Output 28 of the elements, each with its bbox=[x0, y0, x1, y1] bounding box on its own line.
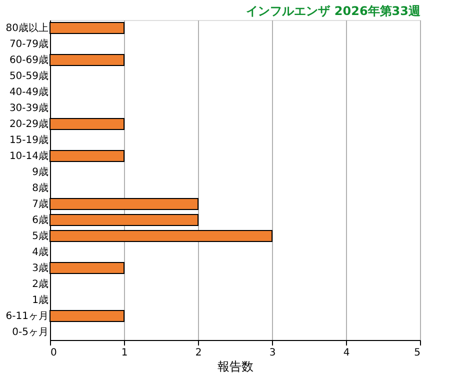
x-tick-label: 1 bbox=[121, 348, 128, 358]
x-axis-title: 報告数 bbox=[218, 360, 254, 374]
y-tick-label: 50-59歳 bbox=[9, 70, 48, 82]
y-tick-label: 6歳 bbox=[32, 214, 48, 226]
y-tick-label: 15-19歳 bbox=[9, 134, 48, 146]
y-tick-label: 70-79歳 bbox=[9, 38, 48, 50]
y-tick-label: 20-29歳 bbox=[9, 118, 48, 130]
y-tick-label: 7歳 bbox=[32, 198, 48, 210]
y-tick-label: 8歳 bbox=[32, 182, 48, 194]
y-tick-label: 60-69歳 bbox=[9, 54, 48, 66]
y-tick-label: 30-39歳 bbox=[9, 102, 48, 114]
x-tick-label: 5 bbox=[414, 348, 420, 358]
chart-title: インフルエンザ 2026年第33週 bbox=[246, 4, 422, 18]
y-tick-label: 10-14歳 bbox=[9, 150, 48, 162]
y-tick-label: 2歳 bbox=[32, 278, 48, 290]
y-tick-label: 40-49歳 bbox=[9, 86, 48, 98]
x-tick-label: 4 bbox=[343, 348, 350, 358]
x-tick-label: 2 bbox=[195, 348, 202, 358]
y-tick-label: 3歳 bbox=[32, 262, 48, 274]
y-tick-label: 6-11ヶ月 bbox=[6, 311, 48, 322]
y-tick-label: 1歳 bbox=[32, 294, 48, 306]
y-tick-label: 80歳以上 bbox=[6, 22, 48, 34]
y-tick-label: 5歳 bbox=[32, 230, 48, 242]
x-tick-label: 0 bbox=[50, 348, 57, 358]
y-tick-label: 9歳 bbox=[32, 166, 48, 178]
y-tick-label: 0-5ヶ月 bbox=[12, 327, 48, 338]
y-tick-label: 4歳 bbox=[32, 246, 48, 258]
x-tick-label: 3 bbox=[269, 348, 276, 358]
